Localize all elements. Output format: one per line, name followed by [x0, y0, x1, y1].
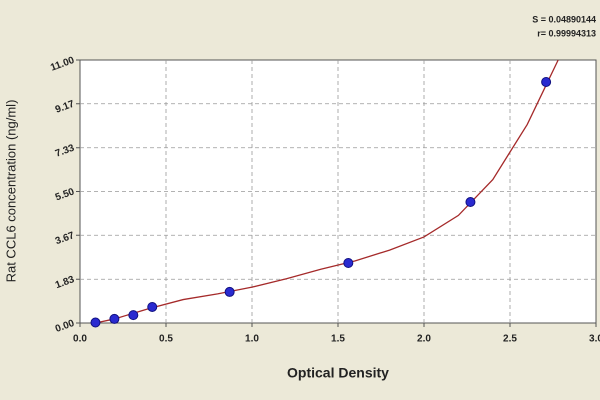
- x-tick-label: 2.5: [503, 334, 517, 345]
- x-tick-label: 0.5: [159, 334, 173, 345]
- x-axis-label: Optical Density: [287, 365, 389, 381]
- annotation: r= 0.99994313: [537, 28, 596, 38]
- x-tick-label: 3.0: [589, 334, 600, 345]
- data-point: [541, 76, 552, 87]
- x-tick-label: 1.5: [331, 334, 345, 345]
- data-point: [147, 301, 158, 312]
- fit-curve: [95, 59, 559, 324]
- data-point: [465, 197, 476, 208]
- x-tick-label: 2.0: [417, 334, 431, 345]
- x-tick-label: 1.0: [245, 334, 259, 345]
- data-point: [90, 317, 101, 328]
- y-axis-label: Rat CCL6 concentration (ng/ml): [3, 100, 18, 283]
- data-point: [128, 310, 139, 321]
- x-tick-label: 0.0: [73, 334, 87, 345]
- data-point: [224, 286, 235, 297]
- data-point: [343, 257, 354, 268]
- annotation: S = 0.04890144: [532, 14, 596, 24]
- data-point: [109, 313, 120, 324]
